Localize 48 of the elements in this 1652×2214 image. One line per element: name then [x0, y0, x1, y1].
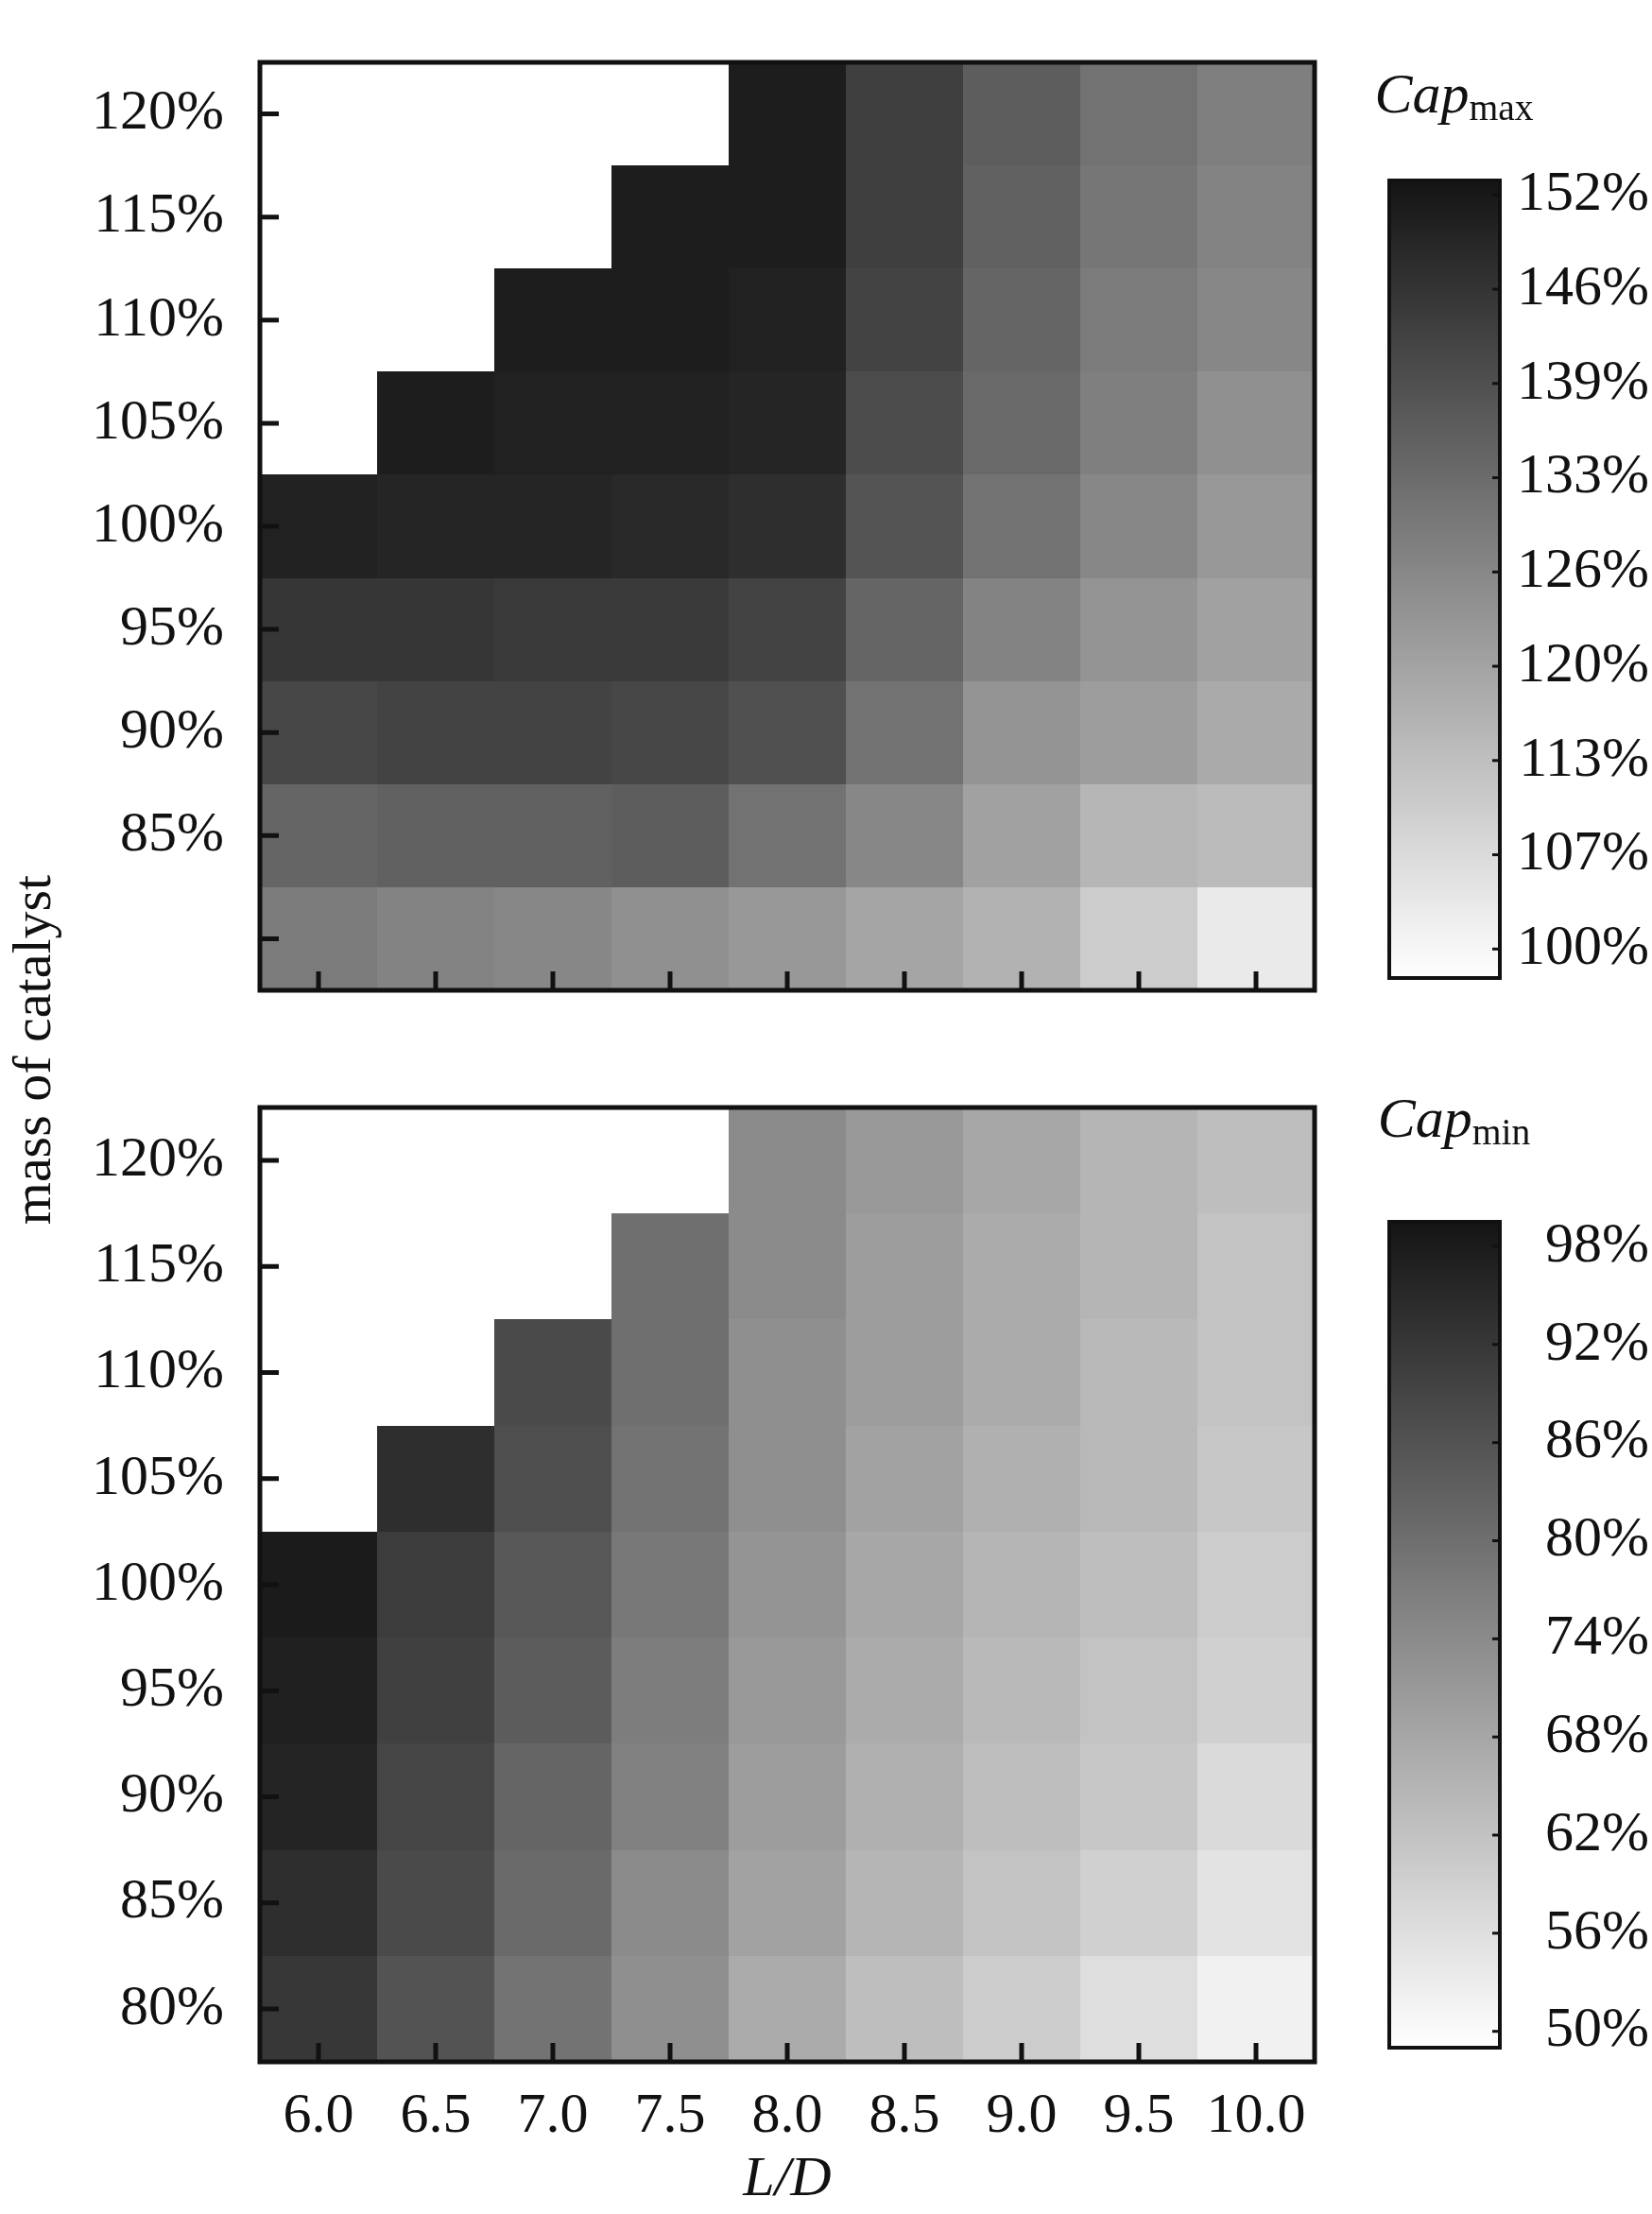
- color-bar-label: 100%: [1517, 914, 1649, 977]
- y-tick-label: 115%: [94, 181, 224, 245]
- color-bar-label: 113%: [1519, 725, 1649, 788]
- y-tick-label: 95%: [120, 593, 224, 657]
- x-tick-label: 7.5: [634, 2081, 706, 2144]
- y-tick-label: 115%: [94, 1231, 224, 1295]
- x-tick-label: 7.0: [517, 2081, 589, 2144]
- color-bar-label: 62%: [1545, 1799, 1649, 1862]
- color-bar-label: 74%: [1545, 1604, 1649, 1667]
- x-tick-label: 6.0: [283, 2081, 354, 2144]
- color-bar-label: 126%: [1517, 537, 1649, 600]
- color-bar-label: 68%: [1545, 1701, 1649, 1764]
- color-bar-label: 139%: [1517, 348, 1649, 411]
- x-tick-label: 8.5: [869, 2081, 940, 2144]
- x-tick-label: 10.0: [1206, 2081, 1306, 2144]
- color-bar-label: 80%: [1545, 1505, 1649, 1569]
- color-bar-label: 152%: [1517, 160, 1649, 223]
- x-axis-title: L/D: [742, 2144, 832, 2207]
- y-tick-label: 110%: [94, 284, 224, 348]
- y-tick-label: 100%: [92, 1549, 224, 1612]
- color-bar-label: 56%: [1545, 1897, 1649, 1961]
- y-tick-label: 85%: [120, 1867, 224, 1931]
- y-tick-label: 90%: [120, 696, 224, 760]
- y-tick-label: 85%: [120, 800, 224, 864]
- color-bar-label: 98%: [1545, 1210, 1649, 1274]
- color-bar-label: 146%: [1517, 253, 1649, 317]
- y-tick-label: 90%: [120, 1761, 224, 1825]
- y-tick-label: 105%: [92, 1443, 224, 1506]
- x-tick-label: 8.0: [751, 2081, 823, 2144]
- y-tick-label: 110%: [94, 1337, 224, 1400]
- x-tick-label: 9.5: [1103, 2081, 1175, 2144]
- y-tick-label: 95%: [120, 1655, 224, 1718]
- y-tick-label: 120%: [92, 78, 224, 142]
- y-tick-label: 120%: [92, 1124, 224, 1188]
- x-tick-label: 6.5: [400, 2081, 472, 2144]
- x-tick-label: 9.0: [986, 2081, 1058, 2144]
- y-tick-label: 80%: [120, 1973, 224, 2036]
- color-bar-label: 50%: [1545, 1996, 1649, 2059]
- y-axis-title: mass of catalyst: [1, 874, 62, 1226]
- color-bar-title: Cap$_{min}$: [1377, 1087, 1531, 1153]
- color-bar-label: 133%: [1517, 442, 1649, 506]
- y-tick-label: 105%: [92, 387, 224, 451]
- color-bar-title: Cap$_{max}$: [1374, 62, 1534, 129]
- color-bar-label: 107%: [1517, 819, 1649, 883]
- color-bar-label: 92%: [1545, 1309, 1649, 1372]
- color-bar-label: 86%: [1545, 1407, 1649, 1470]
- y-tick-label: 100%: [92, 490, 224, 554]
- color-bar-label: 120%: [1517, 630, 1649, 694]
